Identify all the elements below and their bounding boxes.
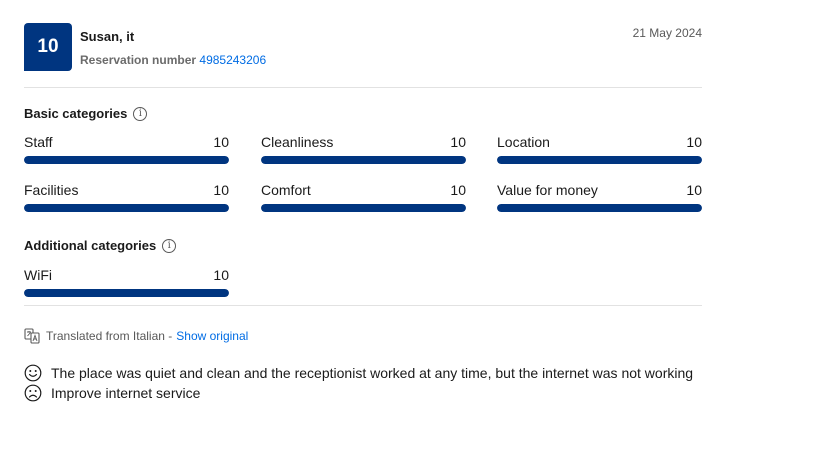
rating-wifi: WiFi 10 bbox=[24, 267, 229, 297]
rating-label: Value for money bbox=[497, 182, 598, 198]
rating-cleanliness: Cleanliness 10 bbox=[261, 134, 466, 164]
score-badge: 10 bbox=[24, 23, 72, 71]
reservation-info: Reservation number 4985243206 bbox=[80, 53, 266, 67]
rating-bar bbox=[497, 204, 702, 212]
info-icon[interactable]: i bbox=[162, 238, 177, 253]
rating-score: 10 bbox=[450, 134, 466, 150]
rating-bar bbox=[24, 156, 229, 164]
rating-score: 10 bbox=[213, 267, 229, 283]
rating-bar-fill bbox=[24, 289, 229, 297]
show-original-link[interactable]: Show original bbox=[176, 329, 249, 343]
info-icon[interactable]: i bbox=[133, 106, 148, 121]
rating-bar bbox=[261, 156, 466, 164]
positive-comment-text: The place was quiet and clean and the re… bbox=[51, 365, 694, 381]
rating-label: Location bbox=[497, 134, 550, 150]
additional-categories-title: Additional categories i bbox=[24, 238, 177, 253]
rating-label: Facilities bbox=[24, 182, 79, 198]
rating-staff: Staff 10 bbox=[24, 134, 229, 164]
rating-bar-fill bbox=[24, 156, 229, 164]
rating-label: Cleanliness bbox=[261, 134, 334, 150]
review-date: 21 May 2024 bbox=[632, 26, 702, 40]
rating-value-for-money: Value for money 10 bbox=[497, 182, 702, 212]
rating-score: 10 bbox=[213, 134, 229, 150]
rating-bar bbox=[24, 204, 229, 212]
translation-text: Translated from Italian - bbox=[46, 329, 173, 343]
reservation-label: Reservation number bbox=[80, 53, 197, 67]
rating-bar-fill bbox=[261, 204, 466, 212]
rating-label: Comfort bbox=[261, 182, 311, 198]
rating-score: 10 bbox=[686, 182, 702, 198]
rating-label: Staff bbox=[24, 134, 53, 150]
section-divider bbox=[24, 305, 702, 306]
translation-notice: Translated from Italian - Show original bbox=[24, 328, 248, 344]
rating-bar bbox=[497, 156, 702, 164]
rating-comfort: Comfort 10 bbox=[261, 182, 466, 212]
negative-comment-text: Improve internet service bbox=[51, 385, 201, 401]
review-header: 10 Susan, it Reservation number 49852432… bbox=[24, 0, 702, 88]
rating-bar bbox=[261, 204, 466, 212]
rating-label: WiFi bbox=[24, 267, 52, 283]
rating-score: 10 bbox=[213, 182, 229, 198]
positive-comment: The place was quiet and clean and the re… bbox=[24, 364, 693, 382]
smiley-face-icon bbox=[24, 364, 42, 382]
rating-bar-fill bbox=[497, 204, 702, 212]
basic-categories-title: Basic categories i bbox=[24, 106, 148, 121]
basic-categories-label: Basic categories bbox=[24, 106, 128, 121]
rating-facilities: Facilities 10 bbox=[24, 182, 229, 212]
rating-bar bbox=[24, 289, 229, 297]
negative-comment: Improve internet service bbox=[24, 384, 200, 402]
sad-face-icon bbox=[24, 384, 42, 402]
rating-bar-fill bbox=[24, 204, 229, 212]
rating-bar-fill bbox=[497, 156, 702, 164]
rating-bar-fill bbox=[261, 156, 466, 164]
rating-location: Location 10 bbox=[497, 134, 702, 164]
reviewer-name: Susan, it bbox=[80, 29, 135, 44]
translate-icon bbox=[24, 328, 40, 344]
rating-score: 10 bbox=[686, 134, 702, 150]
rating-score: 10 bbox=[450, 182, 466, 198]
review-card: 10 Susan, it Reservation number 49852432… bbox=[24, 0, 702, 402]
reservation-number-link[interactable]: 4985243206 bbox=[199, 53, 267, 67]
additional-categories-label: Additional categories bbox=[24, 238, 157, 253]
